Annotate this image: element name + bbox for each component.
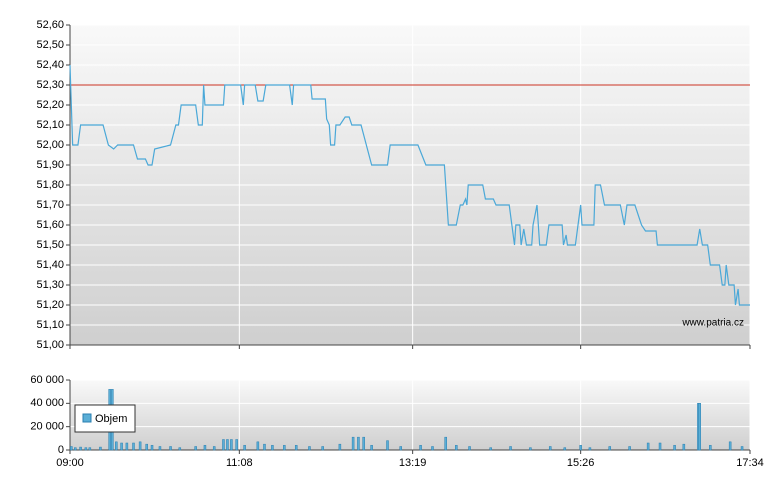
y-tick-label: 51,90 bbox=[36, 159, 64, 171]
volume-bar bbox=[529, 447, 532, 451]
legend-label: Objem bbox=[95, 413, 127, 425]
volume-bar bbox=[132, 442, 135, 451]
x-tick-label: 11:08 bbox=[226, 457, 253, 469]
volume-bar bbox=[138, 441, 142, 451]
volume-bar bbox=[646, 442, 650, 451]
x-tick-label: 17:34 bbox=[736, 457, 764, 469]
volume-bar bbox=[158, 446, 162, 451]
volume-bar bbox=[709, 445, 712, 451]
y-tick-label: 20 000 bbox=[30, 421, 64, 433]
volume-bar bbox=[263, 443, 266, 451]
volume-bar bbox=[294, 445, 298, 451]
volume-bar bbox=[150, 445, 154, 451]
volume-bar bbox=[628, 446, 631, 451]
volume-bar bbox=[563, 447, 567, 451]
volume-bar bbox=[386, 440, 389, 451]
volume-bar bbox=[178, 447, 182, 451]
y-tick-label: 52,50 bbox=[36, 39, 64, 51]
volume-bar bbox=[99, 446, 102, 451]
y-tick-label: 0 bbox=[58, 444, 64, 456]
volume-bar bbox=[271, 445, 274, 451]
volume-bar bbox=[362, 436, 365, 451]
volume-bar bbox=[115, 441, 118, 451]
x-tick-label: 09:00 bbox=[56, 457, 84, 469]
volume-bar bbox=[357, 436, 360, 451]
y-tick-label: 51,10 bbox=[36, 319, 64, 331]
volume-bar bbox=[658, 442, 662, 451]
volume-bar bbox=[468, 446, 471, 451]
volume-bar bbox=[230, 439, 233, 451]
volume-bar bbox=[84, 447, 88, 451]
volume-bar bbox=[256, 441, 260, 451]
y-tick-label: 52,60 bbox=[36, 19, 64, 31]
y-tick-label: 60 000 bbox=[30, 374, 64, 386]
volume-bar bbox=[419, 445, 422, 451]
volume-bar bbox=[125, 442, 129, 451]
volume-bar bbox=[740, 446, 744, 451]
volume-bar bbox=[509, 446, 512, 451]
volume-bar bbox=[194, 446, 197, 451]
watermark: www.patria.cz bbox=[681, 318, 744, 329]
volume-bar bbox=[338, 443, 342, 451]
y-tick-label: 51,60 bbox=[36, 219, 64, 231]
y-tick-label: 51,20 bbox=[36, 299, 64, 311]
volume-bar bbox=[120, 442, 123, 451]
y-tick-label: 52,10 bbox=[36, 119, 64, 131]
y-tick-label: 51,00 bbox=[36, 339, 64, 351]
volume-bar bbox=[728, 441, 732, 451]
volume-bar bbox=[70, 446, 73, 451]
volume-bar bbox=[88, 447, 92, 451]
volume-bar bbox=[203, 445, 207, 451]
legend-swatch bbox=[82, 413, 92, 423]
y-tick-label: 51,30 bbox=[36, 279, 64, 291]
y-tick-label: 52,40 bbox=[36, 59, 64, 71]
volume-bar bbox=[308, 446, 311, 451]
y-tick-label: 51,40 bbox=[36, 259, 64, 271]
y-tick-label: 51,50 bbox=[36, 239, 64, 251]
volume-bar bbox=[321, 446, 324, 451]
volume-bar bbox=[455, 445, 458, 451]
volume-bar bbox=[79, 446, 82, 451]
volume-bar bbox=[444, 436, 447, 451]
volume-bar bbox=[145, 443, 148, 451]
price-line bbox=[69, 64, 750, 306]
volume-bar bbox=[608, 446, 612, 451]
y-tick-label: 40 000 bbox=[30, 397, 64, 409]
y-tick-label: 51,70 bbox=[36, 199, 64, 211]
volume-bar bbox=[548, 446, 552, 451]
volume-bar bbox=[243, 445, 246, 451]
volume-bar bbox=[222, 439, 225, 451]
volume-bar bbox=[673, 445, 676, 451]
volume-bar bbox=[169, 446, 172, 451]
volume-bar bbox=[283, 445, 286, 451]
volume-bar bbox=[212, 446, 216, 451]
y-tick-label: 52,30 bbox=[36, 79, 64, 91]
y-tick-label: 51,80 bbox=[36, 179, 64, 191]
y-tick-label: 52,20 bbox=[36, 99, 64, 111]
volume-bar bbox=[431, 446, 434, 451]
volume-bar bbox=[489, 447, 492, 451]
volume-bar bbox=[588, 447, 592, 451]
volume-bar bbox=[226, 439, 229, 451]
volume-bar bbox=[370, 445, 373, 451]
y-tick-label: 52,00 bbox=[36, 139, 64, 151]
volume-bar bbox=[698, 403, 701, 451]
volume-bar bbox=[682, 443, 686, 451]
volume-bar bbox=[351, 436, 355, 451]
volume-bar bbox=[399, 446, 402, 451]
x-tick-label: 15:26 bbox=[567, 457, 595, 469]
volume-bar bbox=[579, 445, 582, 451]
plot-background bbox=[70, 380, 750, 450]
x-tick-label: 13:19 bbox=[399, 457, 427, 469]
volume-bar bbox=[235, 439, 238, 451]
volume-bar bbox=[74, 447, 77, 451]
